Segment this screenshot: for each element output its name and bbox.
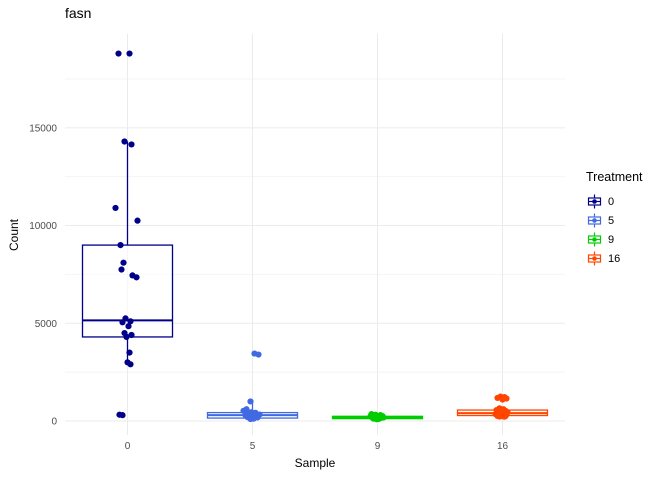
- x-tick-label: 0: [125, 441, 131, 452]
- x-tick-label: 9: [375, 441, 381, 452]
- y-tick-label: 10000: [29, 221, 57, 232]
- jitter-point: [123, 333, 130, 341]
- jitter-point: [126, 50, 133, 57]
- boxplot-glyph-icon: [587, 194, 602, 209]
- jitter-point: [121, 138, 128, 145]
- boxplot-glyph-icon: [587, 232, 602, 247]
- jitter-point: [496, 413, 503, 420]
- jitter-point: [501, 413, 508, 420]
- x-axis-label: Sample: [294, 456, 336, 470]
- boxplot-glyph-icon: [587, 251, 602, 266]
- y-tick-label: 0: [51, 417, 57, 428]
- legend-item-16: 16: [586, 249, 670, 268]
- y-tick-label: 15000: [29, 123, 57, 134]
- jitter-point: [126, 349, 133, 356]
- legend-item-9: 9: [586, 230, 670, 249]
- jitter-point: [247, 415, 254, 423]
- legend-item-0: 0: [586, 192, 670, 211]
- jitter-point: [373, 416, 380, 423]
- x-tick-label: 16: [497, 441, 509, 452]
- boxplot-box: [81, 244, 174, 338]
- jitter-point: [133, 274, 140, 281]
- chart-title: fasn: [65, 5, 92, 21]
- jitter-point: [125, 323, 132, 330]
- jitter-point: [120, 259, 127, 266]
- jitter-point: [128, 331, 135, 339]
- legend-item-5: 5: [586, 211, 670, 230]
- jitter-point: [247, 398, 254, 405]
- jitter-point: [128, 141, 135, 148]
- legend-item-label: 5: [608, 214, 615, 227]
- jitter-point: [127, 361, 134, 368]
- jitter-point: [119, 319, 126, 326]
- jitter-point: [127, 318, 134, 325]
- y-tick-label: 5000: [35, 319, 58, 330]
- jitter-point: [118, 266, 125, 273]
- jitter-point: [255, 351, 262, 358]
- jitter-point: [117, 241, 124, 249]
- legend: Treatment 0 5 9 16: [586, 170, 670, 268]
- legend-item-label: 9: [608, 233, 615, 246]
- jitter-point: [112, 204, 119, 212]
- jitter-point: [115, 50, 122, 57]
- legend-title: Treatment: [586, 170, 643, 184]
- jitter-point: [494, 394, 501, 402]
- boxplot-glyph-icon: [587, 213, 602, 228]
- legend-items: 0 5 9 16: [586, 192, 670, 268]
- legend-item-label: 0: [608, 195, 615, 208]
- legend-item-label: 16: [608, 252, 621, 265]
- x-tick-label: 5: [250, 441, 256, 452]
- jitter-point: [119, 412, 126, 419]
- jitter-point: [499, 396, 506, 403]
- jitter-point: [134, 217, 141, 224]
